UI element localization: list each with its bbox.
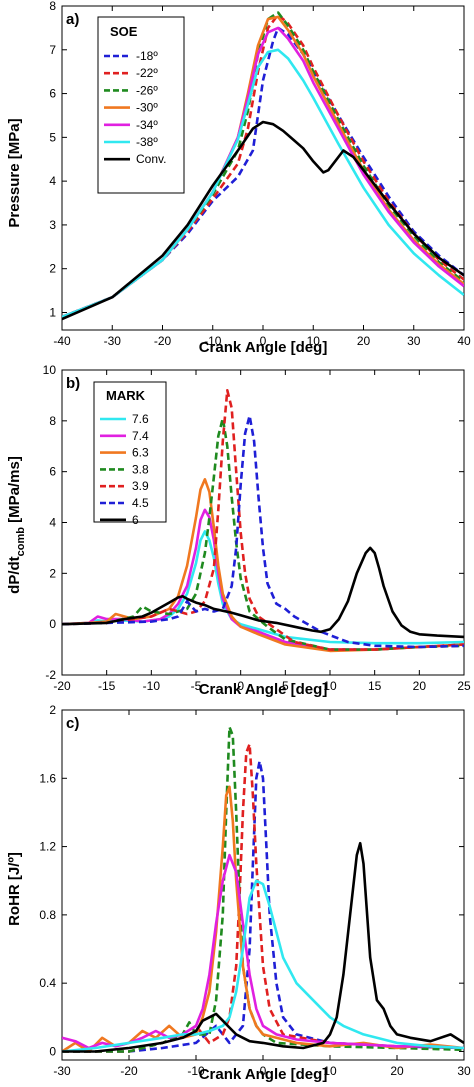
y-tick-label: 2 [49, 262, 56, 276]
y-tick-label: 10 [43, 363, 57, 377]
y-axis-label-subscript: comb [15, 527, 27, 557]
x-tick-label: -5 [191, 679, 202, 693]
x-tick-label: 20 [413, 679, 427, 693]
x-tick-label: -10 [143, 679, 161, 693]
x-tick-label: 30 [457, 1064, 471, 1078]
series-line-1 [62, 13, 464, 319]
y-tick-label: 5 [49, 130, 56, 144]
legend-entry-4: -34º [136, 118, 158, 132]
series-line-0 [62, 759, 464, 1053]
series-line-3 [62, 417, 464, 651]
x-tick-label: 0 [260, 334, 267, 348]
series-line-5 [62, 414, 464, 649]
x-tick-label: 0 [260, 1064, 267, 1078]
y-tick-label: 0.4 [39, 976, 56, 990]
x-tick-label: 10 [307, 334, 321, 348]
panel-label: a) [66, 11, 79, 28]
x-tick-label: 20 [357, 334, 371, 348]
x-tick-label: -20 [53, 679, 71, 693]
y-tick-label: 2 [49, 566, 56, 580]
x-axis-label: Crank Angle [deg] [199, 339, 328, 356]
panel-label: b) [66, 375, 80, 392]
y-tick-label: -2 [45, 668, 56, 682]
x-tick-label: 25 [457, 679, 471, 693]
legend: SOE -18º -22º -26º -30º -34º -38º Conv. [97, 16, 185, 194]
y-tick-label: 6 [49, 87, 56, 101]
x-tick-label: 10 [323, 1064, 337, 1078]
y-axis-label-unit: [MPa/ms] [6, 456, 23, 527]
y-tick-label: 6 [49, 465, 56, 479]
legend-entry-5: 4.5 [132, 496, 149, 510]
legend-entry-1: -22º [136, 66, 158, 80]
y-tick-label: 4 [49, 516, 56, 530]
x-tick-label: -20 [154, 334, 172, 348]
y-axis-label-main: dP/dt [6, 556, 23, 594]
x-tick-label: -10 [204, 334, 222, 348]
y-axis-label: Pressure [MPa] [6, 118, 23, 227]
series-line-0 [62, 26, 464, 319]
y-tick-label: 3 [49, 218, 56, 232]
x-tick-label: -15 [98, 679, 116, 693]
legend: MARK 7.6 7.4 6.3 3.8 3.9 4.5 6 [93, 381, 167, 527]
legend-entry-2: 6.3 [132, 446, 149, 460]
legend-title: MARK [106, 388, 146, 403]
x-tick-label: 15 [368, 679, 382, 693]
x-tick-label: 20 [390, 1064, 404, 1078]
legend-entry-0: -18º [136, 49, 158, 63]
y-tick-label: 1 [49, 305, 56, 319]
panel-label: c) [66, 715, 79, 732]
x-tick-label: 30 [407, 334, 421, 348]
panel-c: -30 -20 -10 0 10 20 30 0 0.4 0.8 1.2 1.6 2 c) Crank An… [6, 703, 471, 1083]
y-axis-label: RoHR [J/º] [6, 852, 23, 926]
legend-entry-1: 7.4 [132, 429, 149, 443]
legend-entry-6: 6 [132, 513, 139, 527]
x-tick-label: -30 [53, 1064, 71, 1078]
x-tick-label: 5 [282, 679, 289, 693]
legend-entry-2: -26º [136, 83, 158, 97]
x-tick-label: -40 [53, 334, 71, 348]
series-line-6 [62, 546, 464, 639]
x-axis-label: Crank Angle [deg] [199, 681, 328, 698]
legend-entry-3: 3.8 [132, 462, 149, 476]
series-line-5 [62, 48, 464, 319]
panel-a: -40 -30 -20 -10 0 10 20 30 40 1 2 3 4 5 6 7 8 a) Crank Ang… [6, 0, 471, 356]
series-line-6 [62, 120, 464, 321]
x-tick-label: 10 [323, 679, 337, 693]
y-tick-label: 0 [49, 617, 56, 631]
x-tick-label: 0 [237, 679, 244, 693]
x-axis-label: Crank Angle [deg] [199, 1066, 328, 1083]
x-tick-label: -10 [187, 1064, 205, 1078]
series-line-6 [62, 841, 464, 1053]
y-tick-label: 0 [49, 1044, 56, 1058]
y-tick-label: 2 [49, 703, 56, 717]
x-tick-label: -20 [120, 1064, 138, 1078]
legend-entry-0: 7.6 [132, 412, 149, 426]
series-line-5 [62, 879, 464, 1053]
y-tick-label: 8 [49, 414, 56, 428]
legend-entry-5: -38º [136, 135, 158, 149]
legend-entry-6: Conv. [136, 152, 166, 166]
y-tick-label: 1.2 [39, 840, 56, 854]
series-line-2 [62, 725, 464, 1053]
legend-entry-4: 3.9 [132, 479, 149, 493]
y-tick-label: 0.8 [39, 908, 56, 922]
y-tick-label: 1.6 [39, 771, 56, 785]
x-tick-label: 40 [457, 334, 471, 348]
series-line-1 [62, 742, 464, 1053]
legend-title: SOE [110, 24, 138, 39]
y-axis-label: dP/dtcomb [MPa/ms] [6, 456, 27, 594]
y-tick-label: 7 [49, 43, 56, 57]
y-tick-label: 8 [49, 0, 56, 13]
legend-box [97, 16, 185, 194]
y-tick-label: 4 [49, 174, 56, 188]
x-tick-label: -30 [104, 334, 122, 348]
legend-entry-3: -30º [136, 101, 158, 115]
